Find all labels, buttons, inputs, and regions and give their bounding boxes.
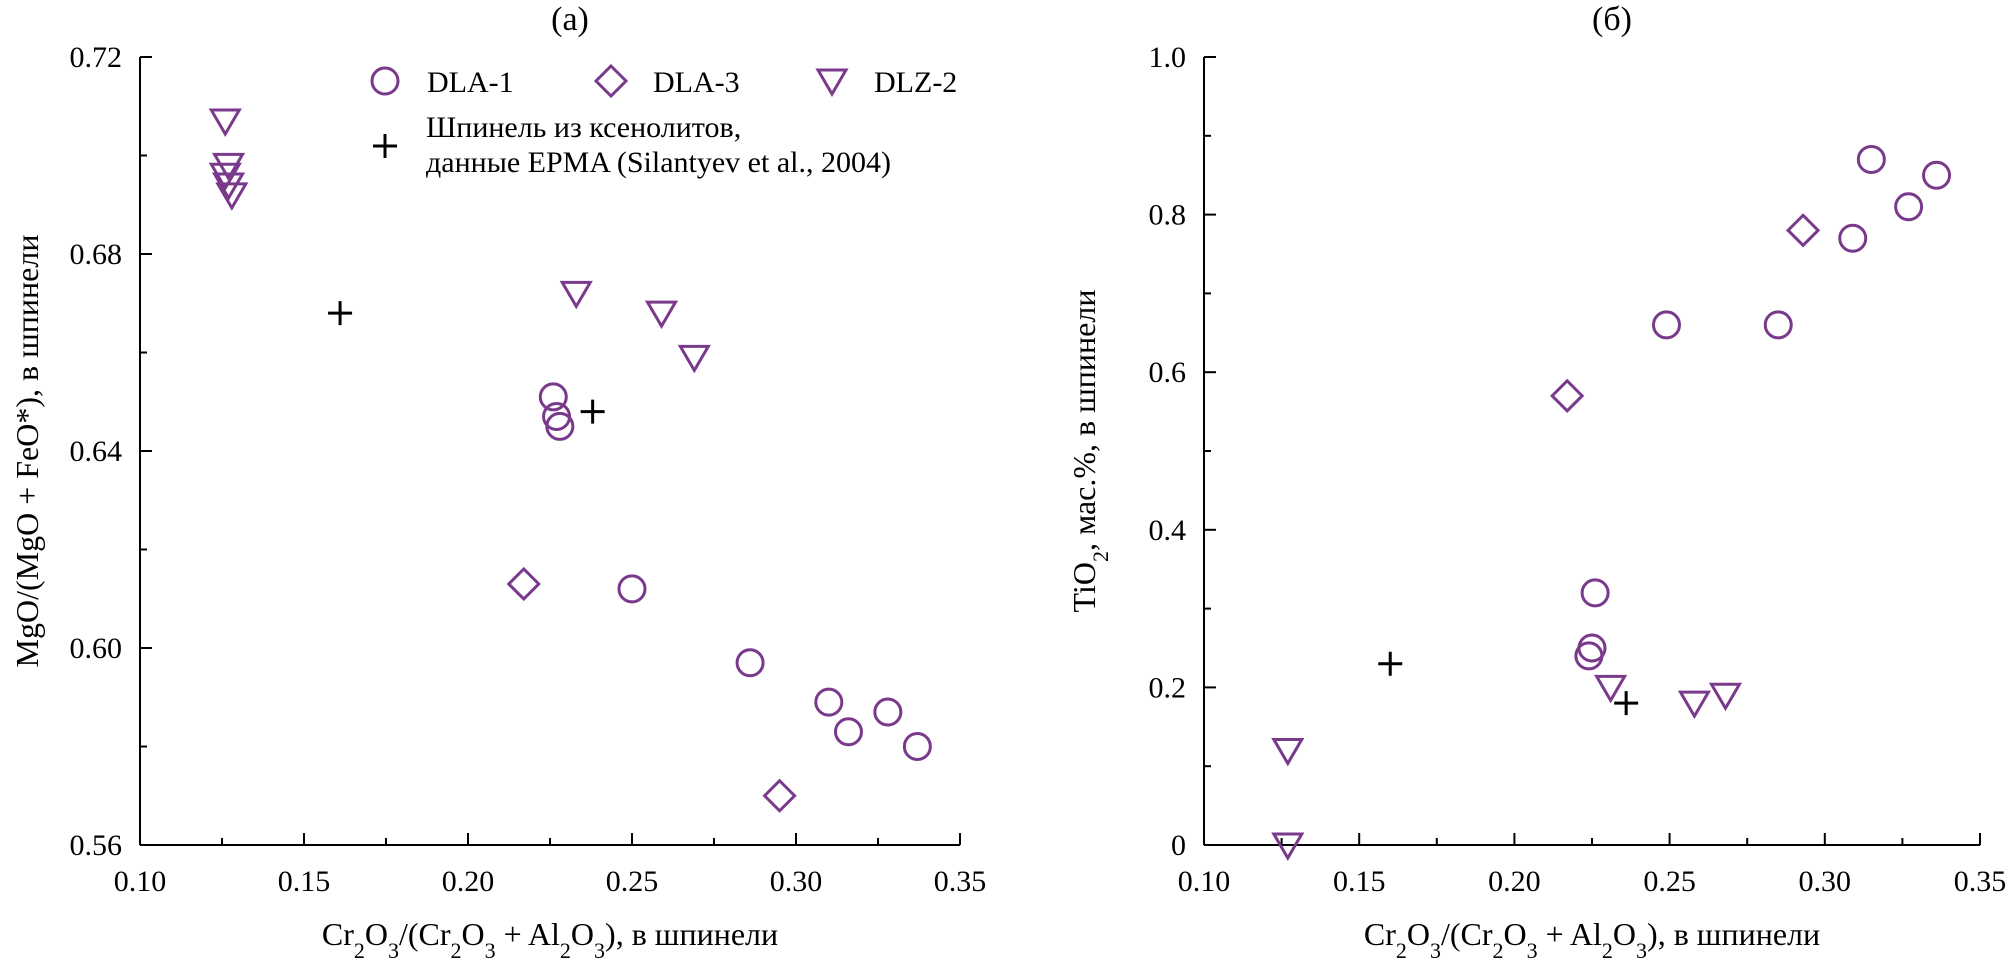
- data-point: [1922, 160, 1952, 190]
- series-diamond: [1550, 213, 1821, 413]
- series-circle: [538, 382, 932, 761]
- x-axis-title: Cr2O3/(Cr2O3 + Al2O3), в шпинели: [322, 916, 778, 960]
- y-axis-title: MgO/(MgO + FeO*), в шпинели: [9, 235, 45, 668]
- series-diamond: [506, 566, 797, 813]
- data-point: [1677, 690, 1712, 720]
- y-tick-label: 0.68: [70, 238, 123, 271]
- data-point: [617, 574, 647, 604]
- x-tick-label: 0.35: [1954, 865, 2007, 898]
- legend-label: DLA-1: [427, 66, 514, 99]
- data-point: [328, 301, 353, 326]
- y-tick-label: 0.60: [70, 632, 123, 665]
- y-tick-label: 0: [1171, 829, 1186, 862]
- y-tick-label: 0.6: [1149, 356, 1187, 389]
- panel-b: 0.10 0.15 0.20 0.25 0.30 0.35 0 0.2 0.4 0.6 0.8 1.0…: [1066, 1, 2007, 963]
- legend-label: DLZ-2: [874, 66, 957, 99]
- y-tick-label: 0.72: [70, 41, 123, 74]
- data-point: [735, 648, 765, 678]
- y-tick-label: 0.4: [1149, 514, 1187, 547]
- data-point: [833, 717, 863, 747]
- legend-label: данные EPMA (Silantyev et al., 2004): [426, 146, 891, 179]
- legend-marker: [815, 68, 849, 97]
- series-triangle-down: [208, 108, 711, 374]
- data-point: [1594, 674, 1628, 704]
- data-point: [1271, 832, 1305, 861]
- data-point: [814, 687, 844, 717]
- data-point: [545, 411, 575, 441]
- data-point: [873, 697, 903, 727]
- data-point: [1550, 378, 1585, 413]
- legend-marker: [370, 66, 400, 96]
- data-point: [208, 108, 242, 138]
- data-point: [208, 162, 242, 192]
- y-tick-label: 1.0: [1149, 41, 1187, 74]
- data-point: [1574, 641, 1604, 671]
- x-tick-label: 0.15: [1333, 865, 1386, 898]
- x-tick-label: 0.35: [934, 865, 987, 898]
- y-tick-label: 0.56: [70, 829, 123, 862]
- x-axis-title: Cr2O3/(Cr2O3 + Al2O3), в шпинели: [1364, 916, 1820, 960]
- data-point: [1894, 192, 1924, 222]
- data-point: [1651, 310, 1681, 340]
- series-cross: [328, 301, 605, 424]
- data-point: [1614, 691, 1639, 716]
- x-tick-label: 0.10: [1178, 865, 1231, 898]
- x-tick-label: 0.25: [606, 865, 659, 898]
- y-axis-title: TiO2, мас.%, в шпинели: [1066, 290, 1113, 613]
- x-tick-label: 0.30: [770, 865, 823, 898]
- y-tick-label: 0.2: [1149, 671, 1187, 704]
- panel-title: (б): [1592, 1, 1632, 38]
- data-point: [1580, 578, 1610, 608]
- x-tick-label: 0.25: [1643, 865, 1696, 898]
- data-point: [1763, 310, 1793, 340]
- data-point: [644, 300, 679, 330]
- legend-label: Шпинель из ксенолитов,: [426, 111, 741, 144]
- series-cross: [1378, 651, 1639, 716]
- data-point: [580, 399, 605, 424]
- series-triangle-down: [1271, 674, 1743, 861]
- y-tick-label: 0.64: [70, 435, 123, 468]
- panel-title: (а): [551, 1, 589, 38]
- data-point: [538, 382, 568, 412]
- data-point: [215, 182, 249, 211]
- data-point: [506, 566, 541, 602]
- x-tick-label: 0.15: [278, 865, 331, 898]
- x-tick-label: 0.30: [1799, 865, 1852, 898]
- data-point: [762, 778, 797, 813]
- legend: DLA-1 DLA-3 DLZ-2 Шпинель из ксенолитов,дан…: [370, 63, 957, 179]
- legend-marker: [373, 134, 397, 158]
- data-point: [1708, 682, 1743, 712]
- data-point: [1856, 144, 1886, 174]
- data-point: [902, 732, 932, 761]
- series-circle: [1574, 144, 1952, 671]
- data-point: [211, 172, 246, 202]
- x-tick-label: 0.20: [442, 865, 495, 898]
- data-point: [1378, 651, 1403, 676]
- data-point: [1838, 223, 1868, 253]
- data-point: [211, 152, 246, 182]
- data-point: [1271, 737, 1305, 767]
- legend-marker: [593, 63, 629, 99]
- data-point: [677, 344, 711, 374]
- data-point: [559, 280, 593, 310]
- x-tick-label: 0.20: [1488, 865, 1541, 898]
- x-tick-label: 0.10: [114, 865, 167, 898]
- legend-label: DLA-3: [653, 66, 740, 99]
- panel-a: 0.10 0.15 0.20 0.25 0.30 0.35 0.56 0.60 0.64 0.68…: [9, 1, 987, 963]
- data-point: [1785, 213, 1821, 248]
- y-tick-label: 0.8: [1149, 199, 1187, 232]
